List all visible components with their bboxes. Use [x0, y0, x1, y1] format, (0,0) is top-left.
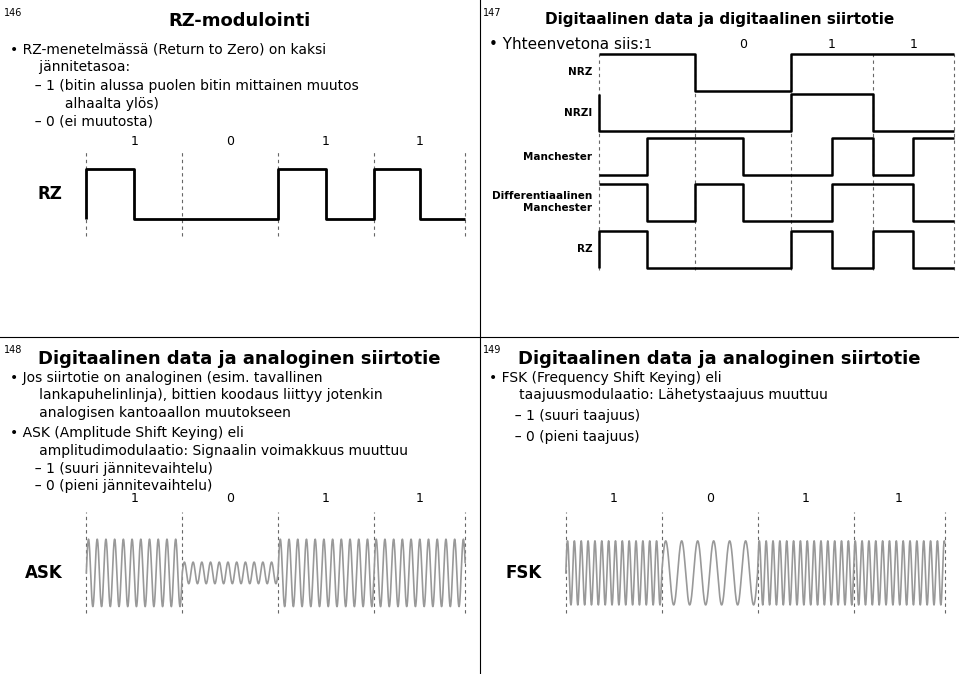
Text: 1: 1 — [322, 135, 330, 148]
Text: analogisen kantoaallon muutokseen: analogisen kantoaallon muutokseen — [27, 406, 292, 420]
Text: 0: 0 — [226, 135, 234, 148]
Text: 1: 1 — [415, 493, 424, 506]
Text: ASK: ASK — [25, 564, 62, 582]
Text: Manchester: Manchester — [524, 152, 593, 162]
Text: Digitaalinen data ja digitaalinen siirtotie: Digitaalinen data ja digitaalinen siirto… — [545, 11, 894, 27]
Text: NRZ: NRZ — [568, 67, 593, 78]
Text: 0: 0 — [739, 38, 747, 51]
Text: 0: 0 — [226, 493, 234, 506]
Text: • Jos siirtotie on analoginen (esim. tavallinen: • Jos siirtotie on analoginen (esim. tav… — [10, 371, 322, 385]
Text: – 1 (suuri jännitevaihtelu): – 1 (suuri jännitevaihtelu) — [27, 462, 213, 476]
Text: 1: 1 — [610, 493, 618, 506]
Text: • FSK (Frequency Shift Keying) eli: • FSK (Frequency Shift Keying) eli — [489, 371, 722, 385]
Text: lankapuhelinlinja), bittien koodaus liittyy jotenkin: lankapuhelinlinja), bittien koodaus liit… — [27, 388, 383, 402]
Text: 0: 0 — [706, 493, 713, 506]
Text: 1: 1 — [828, 38, 836, 51]
Text: 1: 1 — [130, 493, 138, 506]
Text: – 0 (pieni taajuus): – 0 (pieni taajuus) — [506, 430, 640, 443]
Text: 1: 1 — [643, 38, 651, 51]
Text: 1: 1 — [322, 493, 330, 506]
Text: alhaalta ylös): alhaalta ylös) — [43, 97, 159, 111]
Text: 1: 1 — [415, 135, 424, 148]
Text: • ASK (Amplitude Shift Keying) eli: • ASK (Amplitude Shift Keying) eli — [10, 426, 244, 440]
Text: NRZI: NRZI — [564, 108, 593, 118]
Text: – 1 (suuri taajuus): – 1 (suuri taajuus) — [506, 409, 640, 423]
Text: – 0 (ei muutosta): – 0 (ei muutosta) — [27, 115, 153, 129]
Text: – 0 (pieni jännitevaihtelu): – 0 (pieni jännitevaihtelu) — [27, 479, 213, 493]
Text: RZ: RZ — [576, 245, 593, 254]
Text: • Yhteenvetona siis:: • Yhteenvetona siis: — [489, 37, 643, 52]
Text: 149: 149 — [483, 345, 502, 355]
Text: 148: 148 — [4, 345, 22, 355]
Text: RZ: RZ — [37, 185, 62, 203]
Text: RZ-modulointi: RZ-modulointi — [169, 11, 311, 30]
Text: amplitudimodulaatio: Signaalin voimakkuus muuttuu: amplitudimodulaatio: Signaalin voimakkuu… — [27, 443, 409, 458]
Text: Digitaalinen data ja analoginen siirtotie: Digitaalinen data ja analoginen siirtoti… — [38, 350, 441, 369]
Text: jännitetasoa:: jännitetasoa: — [27, 60, 130, 74]
Text: • RZ-menetelmässä (Return to Zero) on kaksi: • RZ-menetelmässä (Return to Zero) on ka… — [10, 42, 326, 56]
Text: 1: 1 — [802, 493, 809, 506]
Text: 1: 1 — [909, 38, 918, 51]
Text: – 1 (bitin alussa puolen bitin mittainen muutos: – 1 (bitin alussa puolen bitin mittainen… — [27, 79, 359, 93]
Text: 146: 146 — [4, 8, 22, 18]
Text: Digitaalinen data ja analoginen siirtotie: Digitaalinen data ja analoginen siirtoti… — [518, 350, 921, 369]
Text: FSK: FSK — [505, 564, 542, 582]
Text: Differentiaalinen
Manchester: Differentiaalinen Manchester — [492, 191, 593, 213]
Text: 147: 147 — [483, 8, 502, 18]
Text: 1: 1 — [130, 135, 138, 148]
Text: taajuusmodulaatio: Lähetystaajuus muuttuu: taajuusmodulaatio: Lähetystaajuus muuttu… — [506, 388, 828, 402]
Text: 1: 1 — [895, 493, 903, 506]
